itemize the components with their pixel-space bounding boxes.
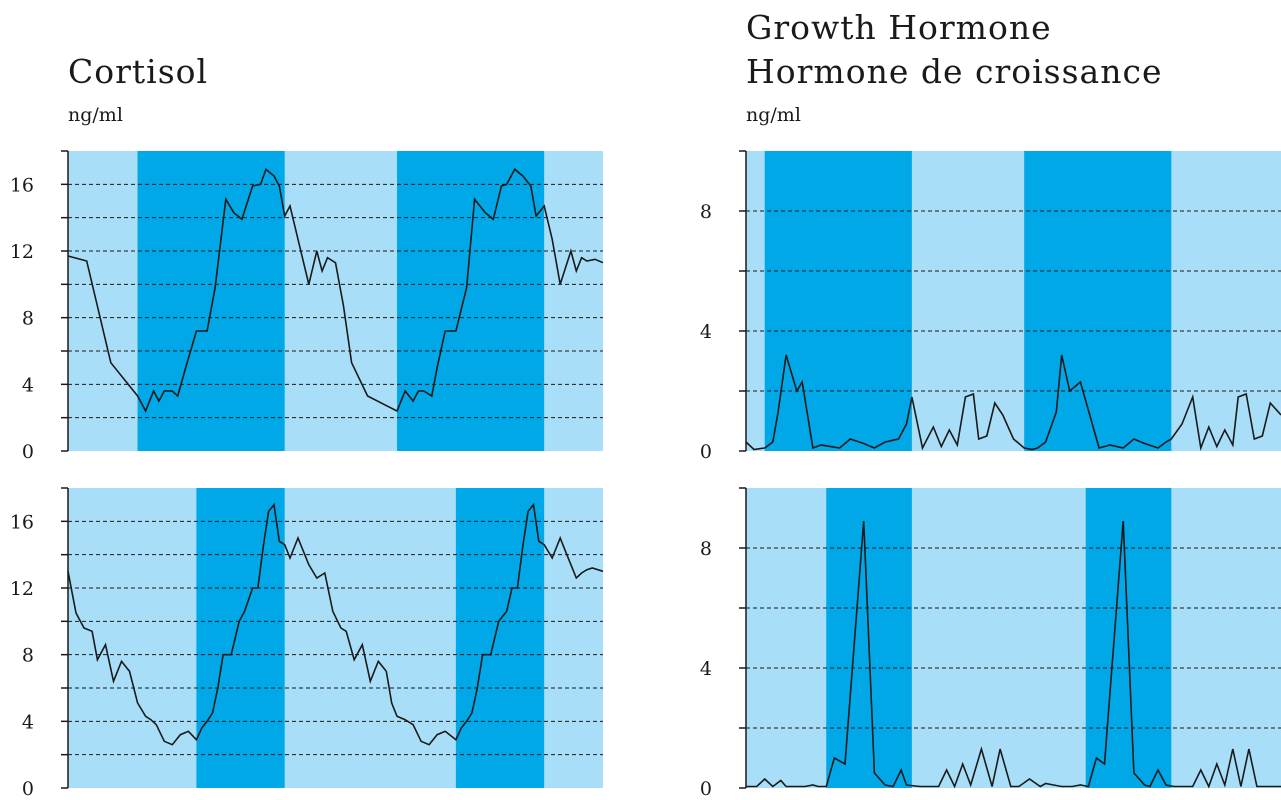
- growth-hormone-bottom-series-line: [746, 520, 1281, 789]
- cortisol-top-series-line: [67, 167, 604, 413]
- growth-hormone-top-series-line: [745, 354, 1281, 452]
- growth-hormone-top-y-tick-label: 0: [700, 441, 712, 463]
- growth-hormone-top-night-band-1: [764, 151, 912, 451]
- left-unit: ng/ml: [68, 104, 123, 126]
- cortisol-top-night-band-2: [397, 151, 545, 451]
- cortisol-bottom-y-tick-label: 8: [22, 645, 34, 667]
- cortisol-bottom-y-tick-label: 12: [10, 578, 34, 600]
- cortisol-bottom-y-tick-label: 0: [22, 778, 34, 800]
- cortisol-top-y-tick-label: 4: [22, 374, 34, 396]
- cortisol-top-y-tick-label: 0: [22, 441, 34, 463]
- cortisol-bottom-y-tick-label: 4: [22, 711, 34, 733]
- cortisol-bottom-night-band-2: [455, 488, 545, 788]
- cortisol-top-y-tick-label: 8: [22, 308, 34, 330]
- cortisol-top-night-band-1: [137, 151, 285, 451]
- left-title: Cortisol: [68, 52, 209, 91]
- growth-hormone-top-y-tick-label: 4: [700, 321, 712, 343]
- growth-hormone-bottom-y-tick-label: 8: [700, 538, 712, 560]
- growth-hormone-top-y-tick-label: 8: [700, 201, 712, 223]
- cortisol-bottom-series-line: [67, 502, 604, 746]
- growth-hormone-bottom-y-tick-label: 4: [700, 658, 712, 680]
- growth-hormone-top-night-band-2: [1024, 151, 1172, 451]
- cortisol-top-y-tick-label: 12: [10, 241, 34, 263]
- cortisol-bottom-night-band-1: [196, 488, 285, 788]
- right-unit: ng/ml: [746, 104, 801, 126]
- right-title-line1: Growth Hormone: [746, 8, 1052, 47]
- cortisol-bottom-y-tick-label: 16: [10, 511, 34, 533]
- growth-hormone-bottom-y-tick-label: 0: [700, 778, 712, 800]
- cortisol-top-y-tick-label: 16: [10, 174, 34, 196]
- right-title-line2: Hormone de croissance: [746, 52, 1163, 91]
